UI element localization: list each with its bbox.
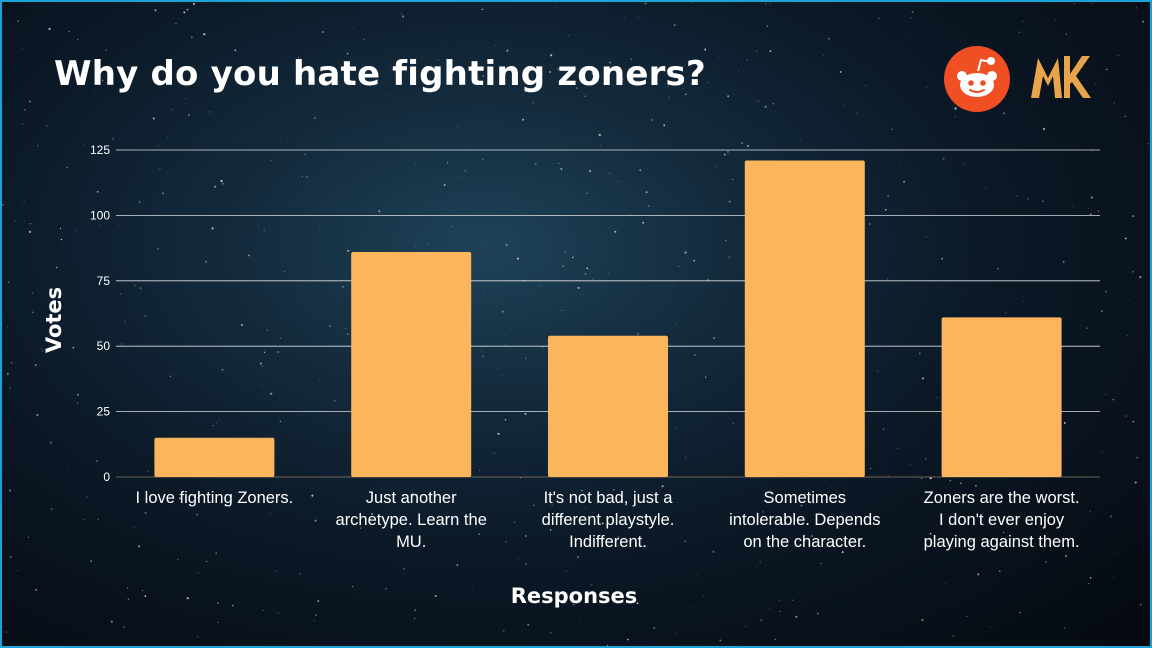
x-axis-title: Responses: [511, 584, 638, 608]
mk-icon: [1031, 56, 1091, 98]
reddit-icon: [944, 46, 1010, 112]
chart-title: Why do you hate fighting zoners?: [54, 54, 706, 94]
y-tick-label: 25: [97, 405, 111, 419]
bar: [941, 317, 1062, 477]
y-tick-label: 100: [90, 208, 110, 222]
y-tick-label: 50: [97, 339, 111, 353]
bar: [744, 160, 865, 478]
y-axis-title: Votes: [42, 287, 66, 353]
bar: [548, 335, 668, 477]
y-tick-label: 0: [103, 470, 110, 484]
x-category-label: Sometimes intolerable. Depends on the char…: [729, 489, 880, 551]
x-category-label: It's not bad, just a different playstyle.…: [542, 489, 675, 551]
bar: [351, 252, 472, 477]
x-category-label: Just another archetype. Learn the MU.: [336, 489, 487, 551]
y-tick-label: 125: [90, 143, 110, 157]
y-tick-label: 75: [97, 274, 111, 288]
x-category-label: I love fighting Zoners.: [136, 489, 294, 507]
bar: [154, 437, 275, 477]
x-category-label: Zoners are the worst. I don't ever enjoy p…: [924, 489, 1080, 551]
